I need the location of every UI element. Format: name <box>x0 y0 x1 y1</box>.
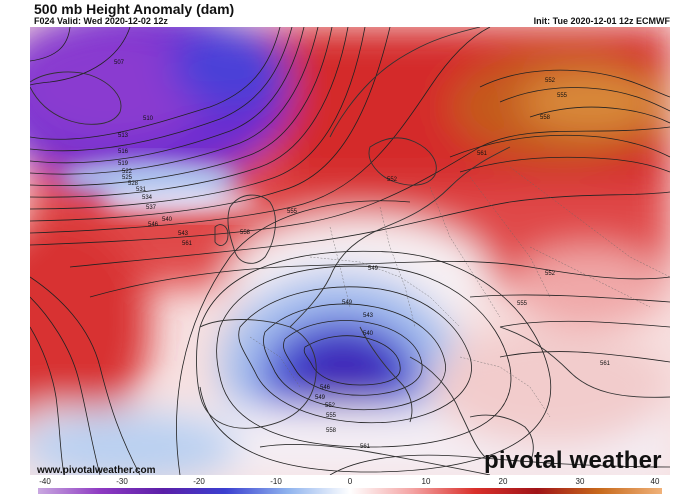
contour-label: 555 <box>287 209 298 215</box>
contour-label: 513 <box>118 133 129 139</box>
contour-label: 561 <box>600 361 611 367</box>
colorbar-tick-label: -30 <box>116 477 128 486</box>
contour-label: 558 <box>540 115 551 121</box>
colorbar <box>38 488 662 494</box>
anomaly-field <box>30 27 670 475</box>
contour-label: 549 <box>368 266 379 272</box>
contour-label: 555 <box>326 413 337 419</box>
contour-label: 510 <box>143 116 154 122</box>
contour-label: 558 <box>326 428 337 434</box>
contour-label: 558 <box>240 230 251 236</box>
init-time: Init: Tue 2020-12-01 12z ECMWF <box>533 16 670 26</box>
contour-label: 549 <box>342 300 353 306</box>
colorbar-tick-label: 20 <box>498 477 508 486</box>
contour-label: 519 <box>118 161 129 167</box>
website-label: www.pivotalweather.com <box>37 465 156 476</box>
contour-label: 561 <box>182 241 193 247</box>
colorbar-gradient <box>38 488 662 494</box>
contour-label: 540 <box>162 217 173 223</box>
valid-time: F024 Valid: Wed 2020-12-02 12z <box>34 16 168 26</box>
contour-label: 531 <box>136 187 147 193</box>
contour-label: 543 <box>363 313 374 319</box>
anomaly-map: 507 510 513 516 519 522 525 528 531 534 … <box>30 27 670 475</box>
contour-label: 552 <box>325 403 336 409</box>
map-canvas: 507 510 513 516 519 522 525 528 531 534 … <box>30 27 670 475</box>
contour-label: 528 <box>128 181 139 187</box>
contour-label: 552 <box>387 177 398 183</box>
borders <box>249 166 670 418</box>
colorbar-tick-label: -20 <box>193 477 205 486</box>
contour-label: 540 <box>363 331 374 337</box>
contour-label: 561 <box>477 151 488 157</box>
contour-label: 552 <box>545 78 556 84</box>
contour-label-group: 507 510 513 516 519 522 525 528 531 534 … <box>114 60 611 450</box>
colorbar-tick-label: -40 <box>39 477 51 486</box>
colorbar-tick-label: 30 <box>575 477 585 486</box>
colorbar-tick-label: 10 <box>421 477 431 486</box>
contour-label: 546 <box>320 385 331 391</box>
colorbar-tick-label: 0 <box>347 477 353 486</box>
contour-label: 555 <box>557 93 568 99</box>
contour-label: 549 <box>315 395 326 401</box>
contour-label: 525 <box>122 175 133 181</box>
anomaly-detail <box>60 159 260 214</box>
colorbar-tick-label: 40 <box>650 477 660 486</box>
contour-label: 561 <box>360 444 371 450</box>
contour-label: 552 <box>545 271 556 277</box>
map-title: 500 mb Height Anomaly (dam) <box>34 1 235 17</box>
contour-label: 516 <box>118 149 129 155</box>
contour-label: 555 <box>517 301 528 307</box>
colorbar-tick-label: -10 <box>270 477 282 486</box>
contour-label: 507 <box>114 60 125 66</box>
coastlines <box>30 27 670 475</box>
contour-label: 546 <box>148 222 159 228</box>
contour-label: 534 <box>142 195 153 201</box>
contour-label: 543 <box>178 231 189 237</box>
height-contours <box>30 27 670 475</box>
contour-label: 537 <box>146 205 157 211</box>
brand-logo: pivotal weather <box>484 447 662 474</box>
contour-label: 522 <box>122 169 133 175</box>
